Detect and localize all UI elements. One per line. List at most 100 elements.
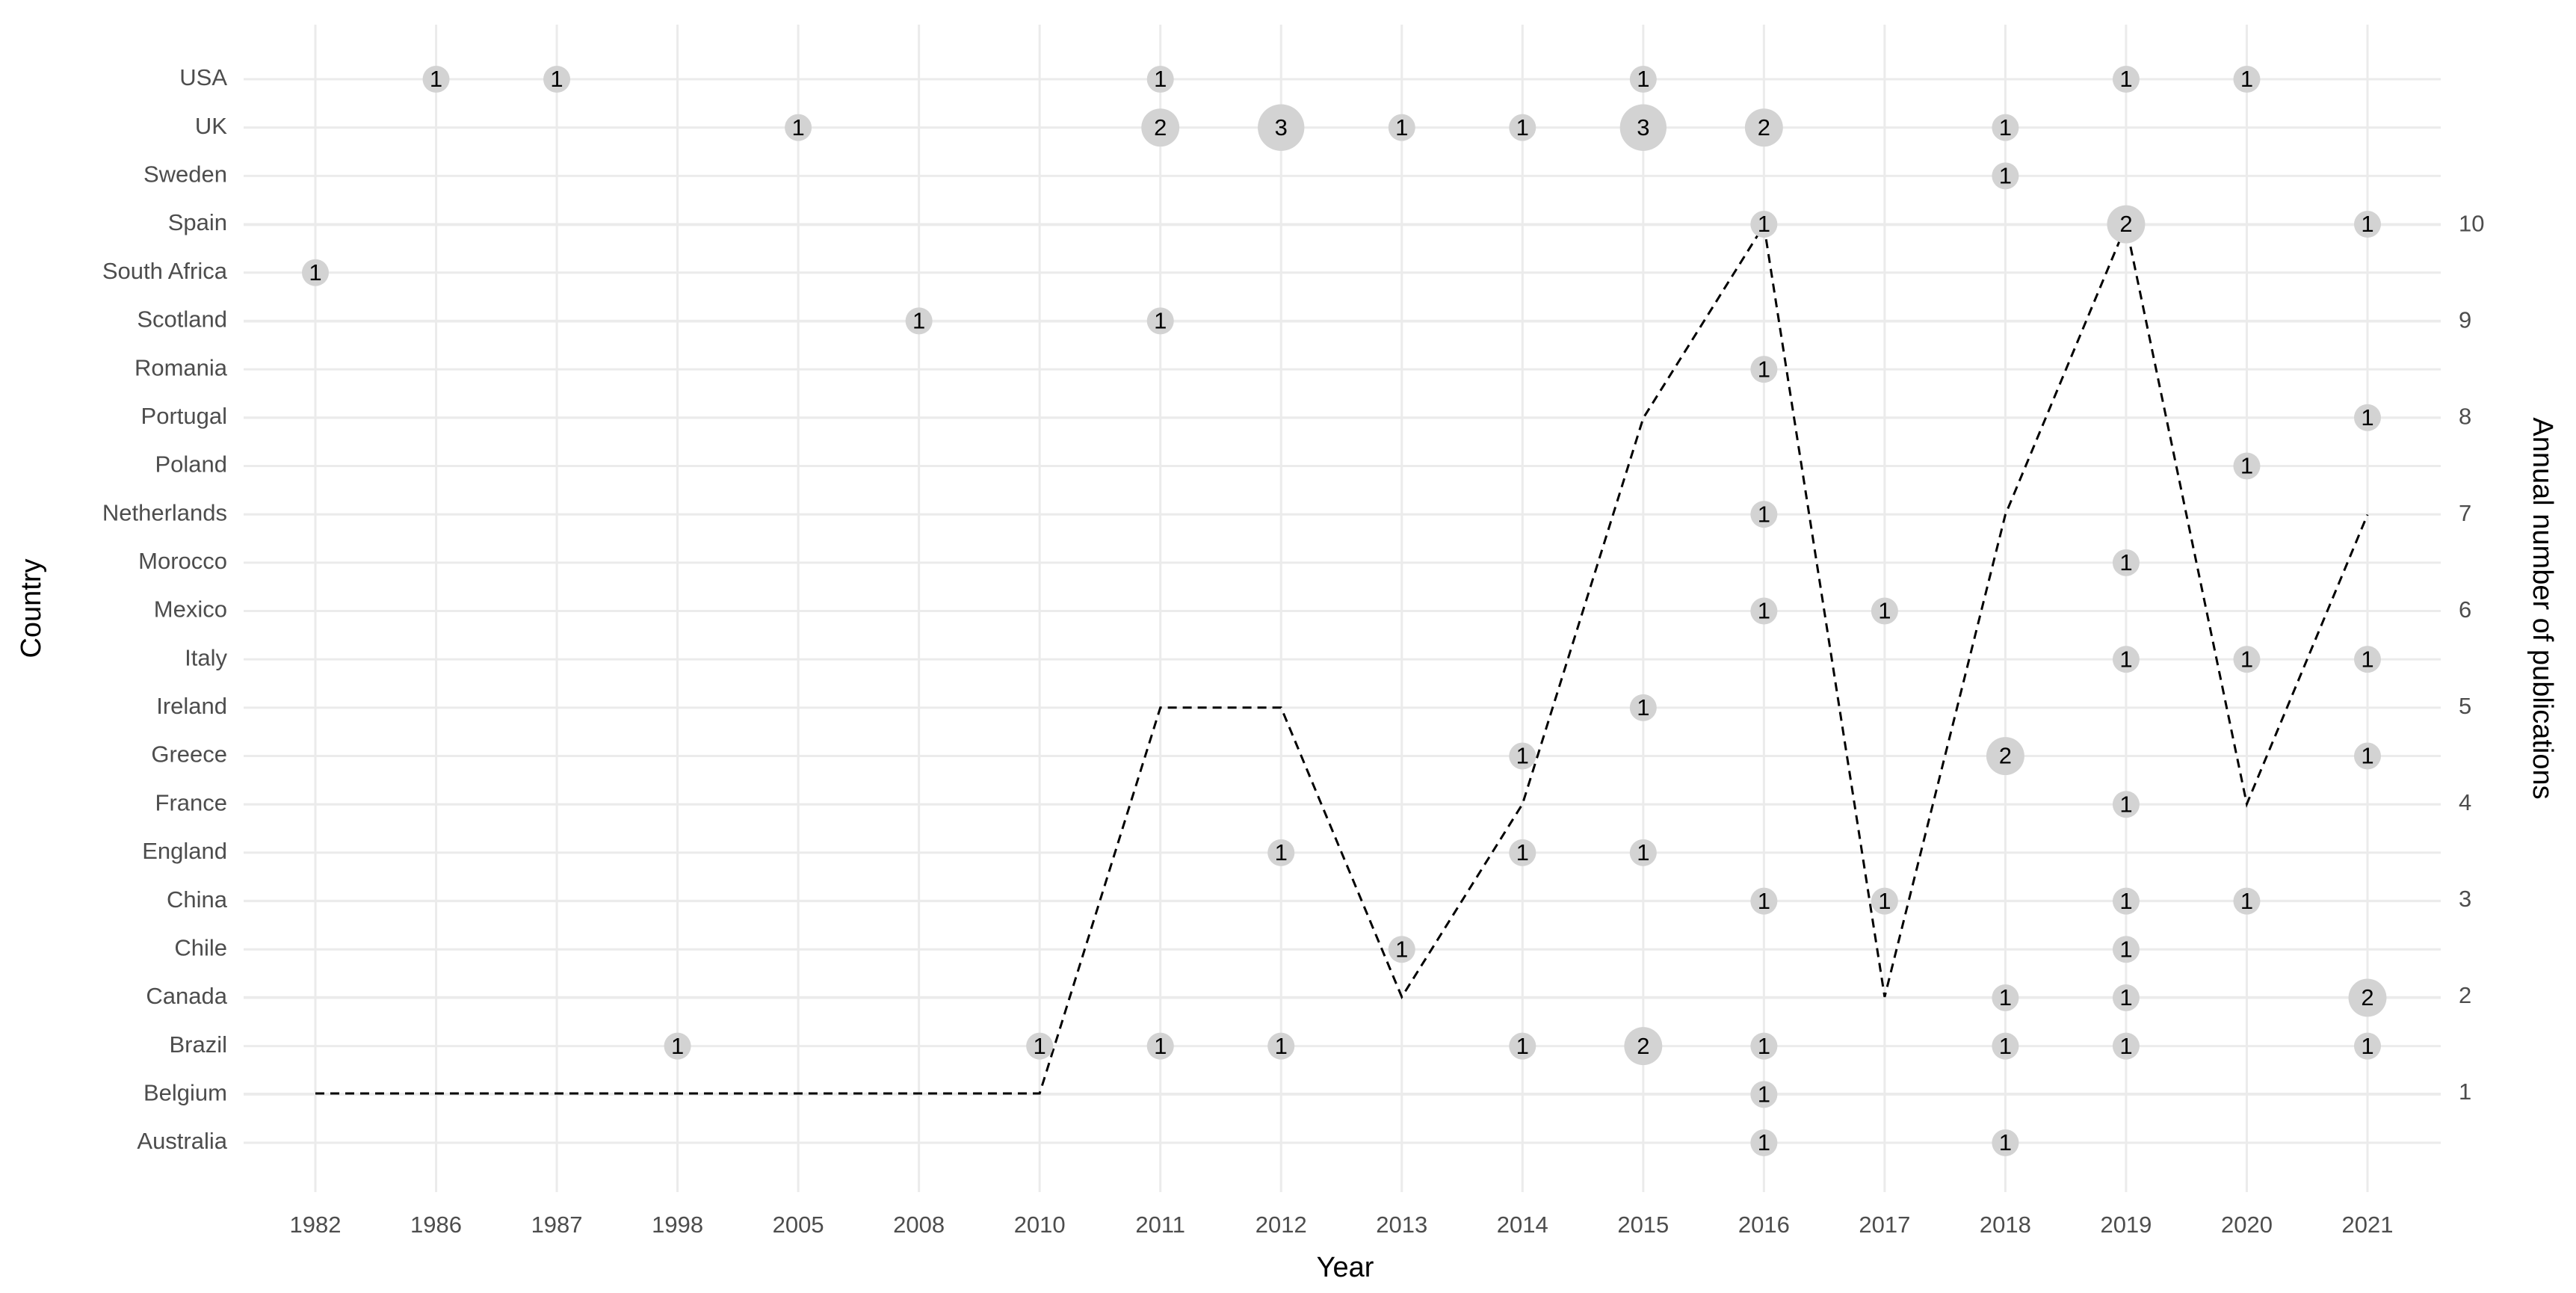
bubble	[2112, 1032, 2140, 1060]
bubble	[1992, 114, 2019, 141]
bubble	[1750, 501, 1778, 528]
bubble-label: 1	[1999, 163, 2012, 189]
bubble	[1750, 356, 1778, 383]
x-tick-label: 2020	[2221, 1212, 2273, 1238]
y2-tick-label: 4	[2459, 789, 2471, 815]
bubble	[1750, 1081, 1778, 1108]
bubble-label: 1	[2240, 888, 2253, 914]
bubble-label: 1	[912, 308, 925, 334]
bubble-label: 1	[1878, 598, 1891, 624]
bubble-label: 1	[1395, 936, 1408, 962]
y-tick-label: Portugal	[141, 403, 227, 429]
bubble-label: 1	[1154, 308, 1167, 334]
x-tick-label: 2013	[1376, 1212, 1427, 1238]
y-tick-label: China	[167, 886, 228, 913]
bubble-label: 1	[2361, 646, 2373, 672]
y2-tick-label: 6	[2459, 596, 2471, 623]
bubble	[1619, 104, 1667, 151]
y-tick-label: Australia	[137, 1128, 227, 1154]
x-tick-label: 2019	[2100, 1212, 2152, 1238]
bubble	[302, 259, 329, 286]
bubble	[1629, 839, 1657, 866]
bubble-label: 1	[2119, 888, 2132, 914]
x-tick-label: 2008	[893, 1212, 945, 1238]
x-tick-label: 1986	[410, 1212, 462, 1238]
bubble-label: 1	[1637, 66, 1649, 92]
y-tick-label: Mexico	[154, 596, 227, 623]
bubble-label: 2	[1999, 743, 2012, 769]
y-tick-label: Scotland	[137, 306, 227, 333]
bubble	[1509, 839, 1536, 866]
bubble	[1141, 108, 1180, 147]
bubble	[905, 307, 933, 335]
y-tick-label: Netherlands	[102, 499, 227, 525]
y-tick-label: Sweden	[143, 161, 227, 188]
y2-tick-label: 7	[2459, 500, 2471, 526]
bubble	[1750, 887, 1778, 915]
bubble-label: 1	[1034, 1033, 1046, 1059]
bubble	[1992, 1129, 2019, 1156]
bubble	[2348, 978, 2387, 1017]
y-tick-label: Chile	[174, 934, 227, 960]
bubble-label: 1	[2119, 791, 2132, 817]
bubble	[422, 66, 450, 93]
bubble-label: 1	[1999, 114, 2012, 141]
bubble-label: 1	[550, 66, 563, 92]
bubble-label: 1	[2361, 211, 2373, 237]
y-tick-label: Morocco	[138, 548, 227, 574]
bubble	[785, 114, 812, 141]
bubble-label: 1	[2361, 404, 2373, 431]
bubble-label: 1	[1999, 1129, 2012, 1155]
bubble-label: 1	[1154, 1033, 1167, 1059]
y-tick-label: England	[142, 838, 227, 864]
bubble-label: 1	[1516, 743, 1529, 769]
bubble	[1146, 66, 1174, 93]
bubble-label: 1	[1758, 1129, 1770, 1155]
x-tick-label: 2016	[1738, 1212, 1790, 1238]
bubble-label: 2	[2119, 211, 2132, 237]
y2-tick-label: 3	[2459, 886, 2471, 912]
bubble-label: 1	[2119, 1033, 2132, 1059]
y2-axis-title: Annual number of publications	[2527, 417, 2558, 799]
bubble	[2354, 646, 2381, 673]
bubble	[1750, 1129, 1778, 1156]
bubble	[1026, 1032, 1054, 1060]
y2-tick-label: 2	[2459, 982, 2471, 1008]
bubble-label: 1	[2240, 66, 2253, 92]
bubble-label: 1	[2119, 549, 2132, 575]
x-tick-label: 2011	[1135, 1212, 1185, 1238]
y-tick-label: Italy	[185, 644, 227, 670]
x-tick-label: 1982	[290, 1212, 342, 1238]
bubble	[1992, 984, 2019, 1011]
bubble-label: 1	[1275, 1033, 1288, 1059]
y2-tick-label: 8	[2459, 404, 2471, 430]
x-tick-label: 2015	[1617, 1212, 1669, 1238]
bubble	[2233, 452, 2261, 480]
bubble-layer: 1 1 1 1 1 1 1 2 3 1 1 3 2 1 1 1 2 1 1 1 1 1 1 1 1 1 1 1 1 1 1 1 1 2 1 1 1 1 1 1…	[302, 66, 2387, 1156]
bubble-label: 1	[2361, 743, 2373, 769]
y-tick-label: Brazil	[169, 1031, 227, 1058]
bubble	[2354, 211, 2381, 238]
bubble	[2112, 646, 2140, 673]
bubble-label: 3	[1637, 114, 1649, 141]
bubble-label: 1	[2361, 1033, 2373, 1059]
y-axis-title: Country	[16, 558, 47, 658]
bubble-label: 1	[1758, 211, 1770, 237]
bubble-label: 1	[1758, 501, 1770, 527]
y2-tick-label: 10	[2459, 211, 2484, 237]
bubble	[1750, 1032, 1778, 1060]
grid	[244, 25, 2441, 1192]
bubble-label: 1	[1758, 356, 1770, 382]
bubble	[543, 66, 571, 93]
y-tick-label: Romania	[135, 354, 228, 380]
bubble-label: 1	[430, 66, 442, 92]
bubble	[2233, 66, 2261, 93]
bubble	[1871, 887, 1898, 915]
y2-tick-label: 9	[2459, 307, 2471, 333]
bubble	[2233, 887, 2261, 915]
bubble-label: 1	[1516, 839, 1529, 865]
bubble-label: 1	[791, 114, 804, 141]
bubble	[1509, 114, 1536, 141]
x-tick-label: 2010	[1014, 1212, 1066, 1238]
bubble-label: 1	[2119, 984, 2132, 1010]
